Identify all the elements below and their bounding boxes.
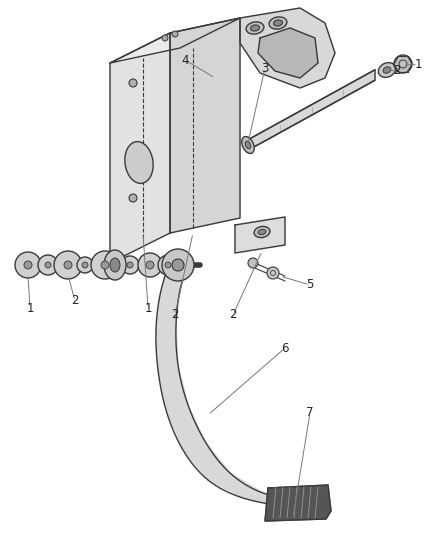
Polygon shape bbox=[170, 18, 240, 233]
Ellipse shape bbox=[110, 258, 120, 272]
Circle shape bbox=[24, 261, 32, 269]
Polygon shape bbox=[240, 8, 335, 88]
Circle shape bbox=[77, 257, 93, 273]
Circle shape bbox=[162, 35, 168, 41]
Ellipse shape bbox=[254, 227, 270, 238]
Polygon shape bbox=[265, 485, 331, 521]
Polygon shape bbox=[110, 33, 170, 263]
Polygon shape bbox=[235, 217, 285, 253]
Ellipse shape bbox=[246, 22, 264, 34]
Polygon shape bbox=[156, 270, 296, 505]
Text: 5: 5 bbox=[306, 279, 314, 292]
Polygon shape bbox=[110, 18, 240, 63]
Circle shape bbox=[121, 256, 139, 274]
Ellipse shape bbox=[383, 67, 391, 73]
Text: 2: 2 bbox=[171, 309, 179, 321]
Text: 1: 1 bbox=[26, 302, 34, 314]
Ellipse shape bbox=[378, 62, 396, 77]
Ellipse shape bbox=[242, 136, 254, 154]
Circle shape bbox=[45, 262, 51, 268]
Circle shape bbox=[15, 252, 41, 278]
Ellipse shape bbox=[269, 17, 287, 29]
Text: 6: 6 bbox=[281, 342, 289, 354]
Text: 2: 2 bbox=[71, 295, 79, 308]
Circle shape bbox=[64, 261, 72, 269]
Ellipse shape bbox=[104, 250, 126, 280]
Ellipse shape bbox=[245, 141, 251, 149]
Circle shape bbox=[248, 258, 258, 268]
Circle shape bbox=[82, 262, 88, 268]
Ellipse shape bbox=[125, 142, 153, 183]
Circle shape bbox=[127, 262, 133, 268]
Ellipse shape bbox=[274, 20, 283, 26]
Text: 4: 4 bbox=[181, 53, 189, 67]
Circle shape bbox=[101, 261, 109, 269]
Ellipse shape bbox=[251, 25, 259, 31]
Text: 7: 7 bbox=[306, 407, 314, 419]
Circle shape bbox=[165, 262, 171, 268]
Circle shape bbox=[267, 267, 279, 279]
Polygon shape bbox=[258, 28, 318, 78]
Circle shape bbox=[91, 251, 119, 279]
Circle shape bbox=[172, 259, 184, 271]
Circle shape bbox=[172, 31, 178, 37]
Text: 2: 2 bbox=[393, 64, 401, 77]
Circle shape bbox=[129, 79, 137, 87]
Text: 3: 3 bbox=[261, 61, 268, 75]
Circle shape bbox=[162, 249, 194, 281]
Circle shape bbox=[146, 261, 154, 269]
Circle shape bbox=[129, 194, 137, 202]
Circle shape bbox=[138, 253, 162, 277]
Text: 1: 1 bbox=[144, 302, 152, 314]
Ellipse shape bbox=[258, 229, 266, 235]
Polygon shape bbox=[248, 70, 375, 150]
Circle shape bbox=[394, 55, 412, 73]
Circle shape bbox=[38, 255, 58, 275]
Text: 2: 2 bbox=[229, 309, 237, 321]
Circle shape bbox=[158, 255, 178, 275]
Circle shape bbox=[54, 251, 82, 279]
Text: 1: 1 bbox=[414, 59, 422, 71]
